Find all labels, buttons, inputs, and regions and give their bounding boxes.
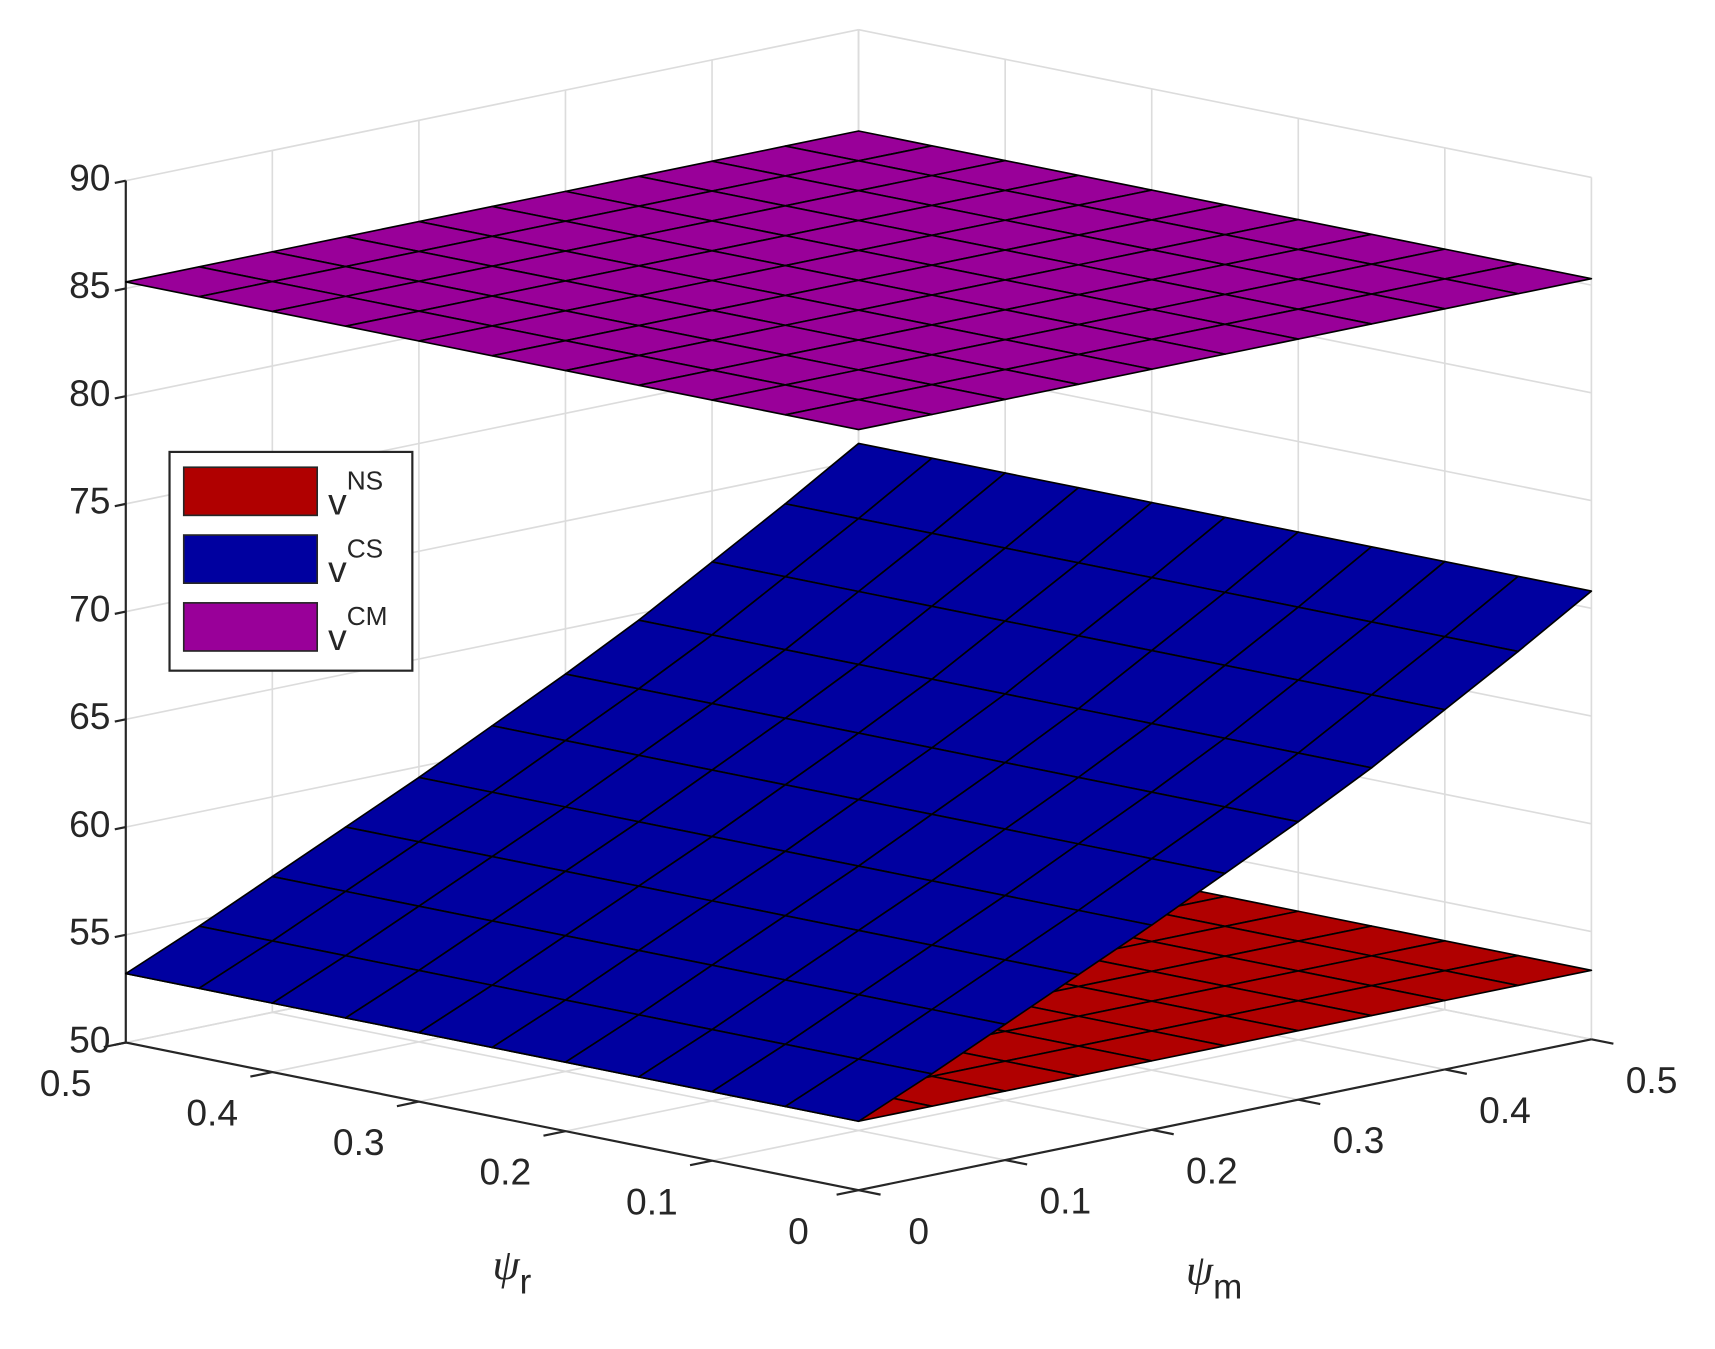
- x-tick-label: 0.5: [1626, 1059, 1678, 1101]
- y-tick: [103, 1041, 127, 1049]
- x-tick: [1298, 1098, 1321, 1106]
- axis-title-sub: m: [1213, 1268, 1242, 1307]
- grid-line: [711, 1008, 1446, 1162]
- axis-title: ψm: [1186, 1246, 1242, 1307]
- z-tick-label: 60: [69, 803, 110, 845]
- z-tick-label: 70: [69, 587, 110, 629]
- z-tick: [114, 395, 127, 400]
- z-tick: [114, 826, 127, 831]
- x-tick-label: 0.3: [1333, 1119, 1385, 1161]
- x-tick: [1444, 1068, 1468, 1075]
- y-tick-label: 0.3: [333, 1121, 385, 1163]
- z-tick: [114, 610, 127, 615]
- x-tick: [1591, 1038, 1614, 1045]
- z-tick: [114, 933, 127, 939]
- x-tick-label: 0.2: [1186, 1149, 1238, 1191]
- y-tick-label: 0.4: [186, 1092, 238, 1134]
- grid-line: [858, 28, 1592, 179]
- z-tick-label: 65: [69, 695, 110, 737]
- y-tick: [836, 1189, 859, 1196]
- axis-title-base: ψ: [1186, 1246, 1214, 1294]
- z-tick: [114, 287, 127, 292]
- legend-label-sup: CS: [347, 533, 383, 563]
- x-tick-label: 0: [908, 1210, 929, 1252]
- legend-label: vNS: [328, 465, 383, 522]
- y-tick-label: 0: [788, 1210, 809, 1252]
- z-tick: [114, 179, 127, 185]
- y-tick: [689, 1159, 713, 1167]
- z-tick-label: 80: [69, 372, 110, 414]
- legend-label-base: v: [328, 480, 347, 522]
- legend-label: vCM: [328, 601, 387, 658]
- x-tick: [858, 1189, 881, 1196]
- z-tick: [114, 718, 127, 723]
- z-tick-label: 50: [69, 1018, 110, 1060]
- y-tick-label: 0.5: [40, 1062, 92, 1104]
- legend-swatch: [182, 466, 319, 517]
- y-tick-label: 0.2: [479, 1151, 531, 1193]
- legend-swatch: [182, 602, 319, 652]
- grid-line: [272, 1011, 1006, 1161]
- axis-title: ψr: [492, 1241, 531, 1302]
- legend-label: vCS: [328, 533, 383, 590]
- grid-line: [125, 28, 859, 182]
- axis-title-sub: r: [520, 1263, 532, 1302]
- z-tick-label: 55: [69, 911, 110, 953]
- legend-label-base: v: [328, 616, 347, 658]
- legend-label-base: v: [328, 548, 347, 590]
- surface-cell: [784, 1058, 933, 1123]
- y-tick-label: 0.1: [626, 1180, 678, 1222]
- y-tick: [396, 1100, 420, 1108]
- legend-label-sup: NS: [347, 465, 383, 495]
- z-tick-label: 90: [69, 157, 110, 199]
- x-axis: [858, 1038, 1592, 1192]
- x-tick: [1004, 1158, 1028, 1166]
- z-tick-label: 85: [69, 264, 110, 306]
- z-tick-label: 75: [69, 480, 110, 522]
- surface-cell: [784, 398, 933, 431]
- legend-label-sup: CM: [347, 601, 388, 631]
- x-tick-label: 0.4: [1479, 1089, 1531, 1131]
- legend-swatch: [182, 534, 319, 584]
- x-tick: [1151, 1128, 1174, 1136]
- z-tick: [114, 502, 127, 508]
- x-tick-label: 0.1: [1039, 1180, 1091, 1222]
- axis-title-base: ψ: [492, 1241, 520, 1289]
- y-tick: [250, 1071, 273, 1078]
- y-tick: [543, 1130, 566, 1137]
- y-axis: [125, 1041, 859, 1192]
